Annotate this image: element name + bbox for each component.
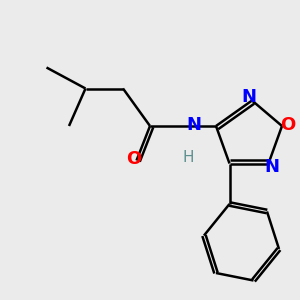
- Text: N: N: [242, 88, 256, 106]
- Text: N: N: [264, 158, 279, 175]
- Text: O: O: [280, 116, 295, 134]
- Text: H: H: [182, 150, 194, 165]
- Text: O: O: [126, 150, 141, 168]
- Text: N: N: [186, 116, 201, 134]
